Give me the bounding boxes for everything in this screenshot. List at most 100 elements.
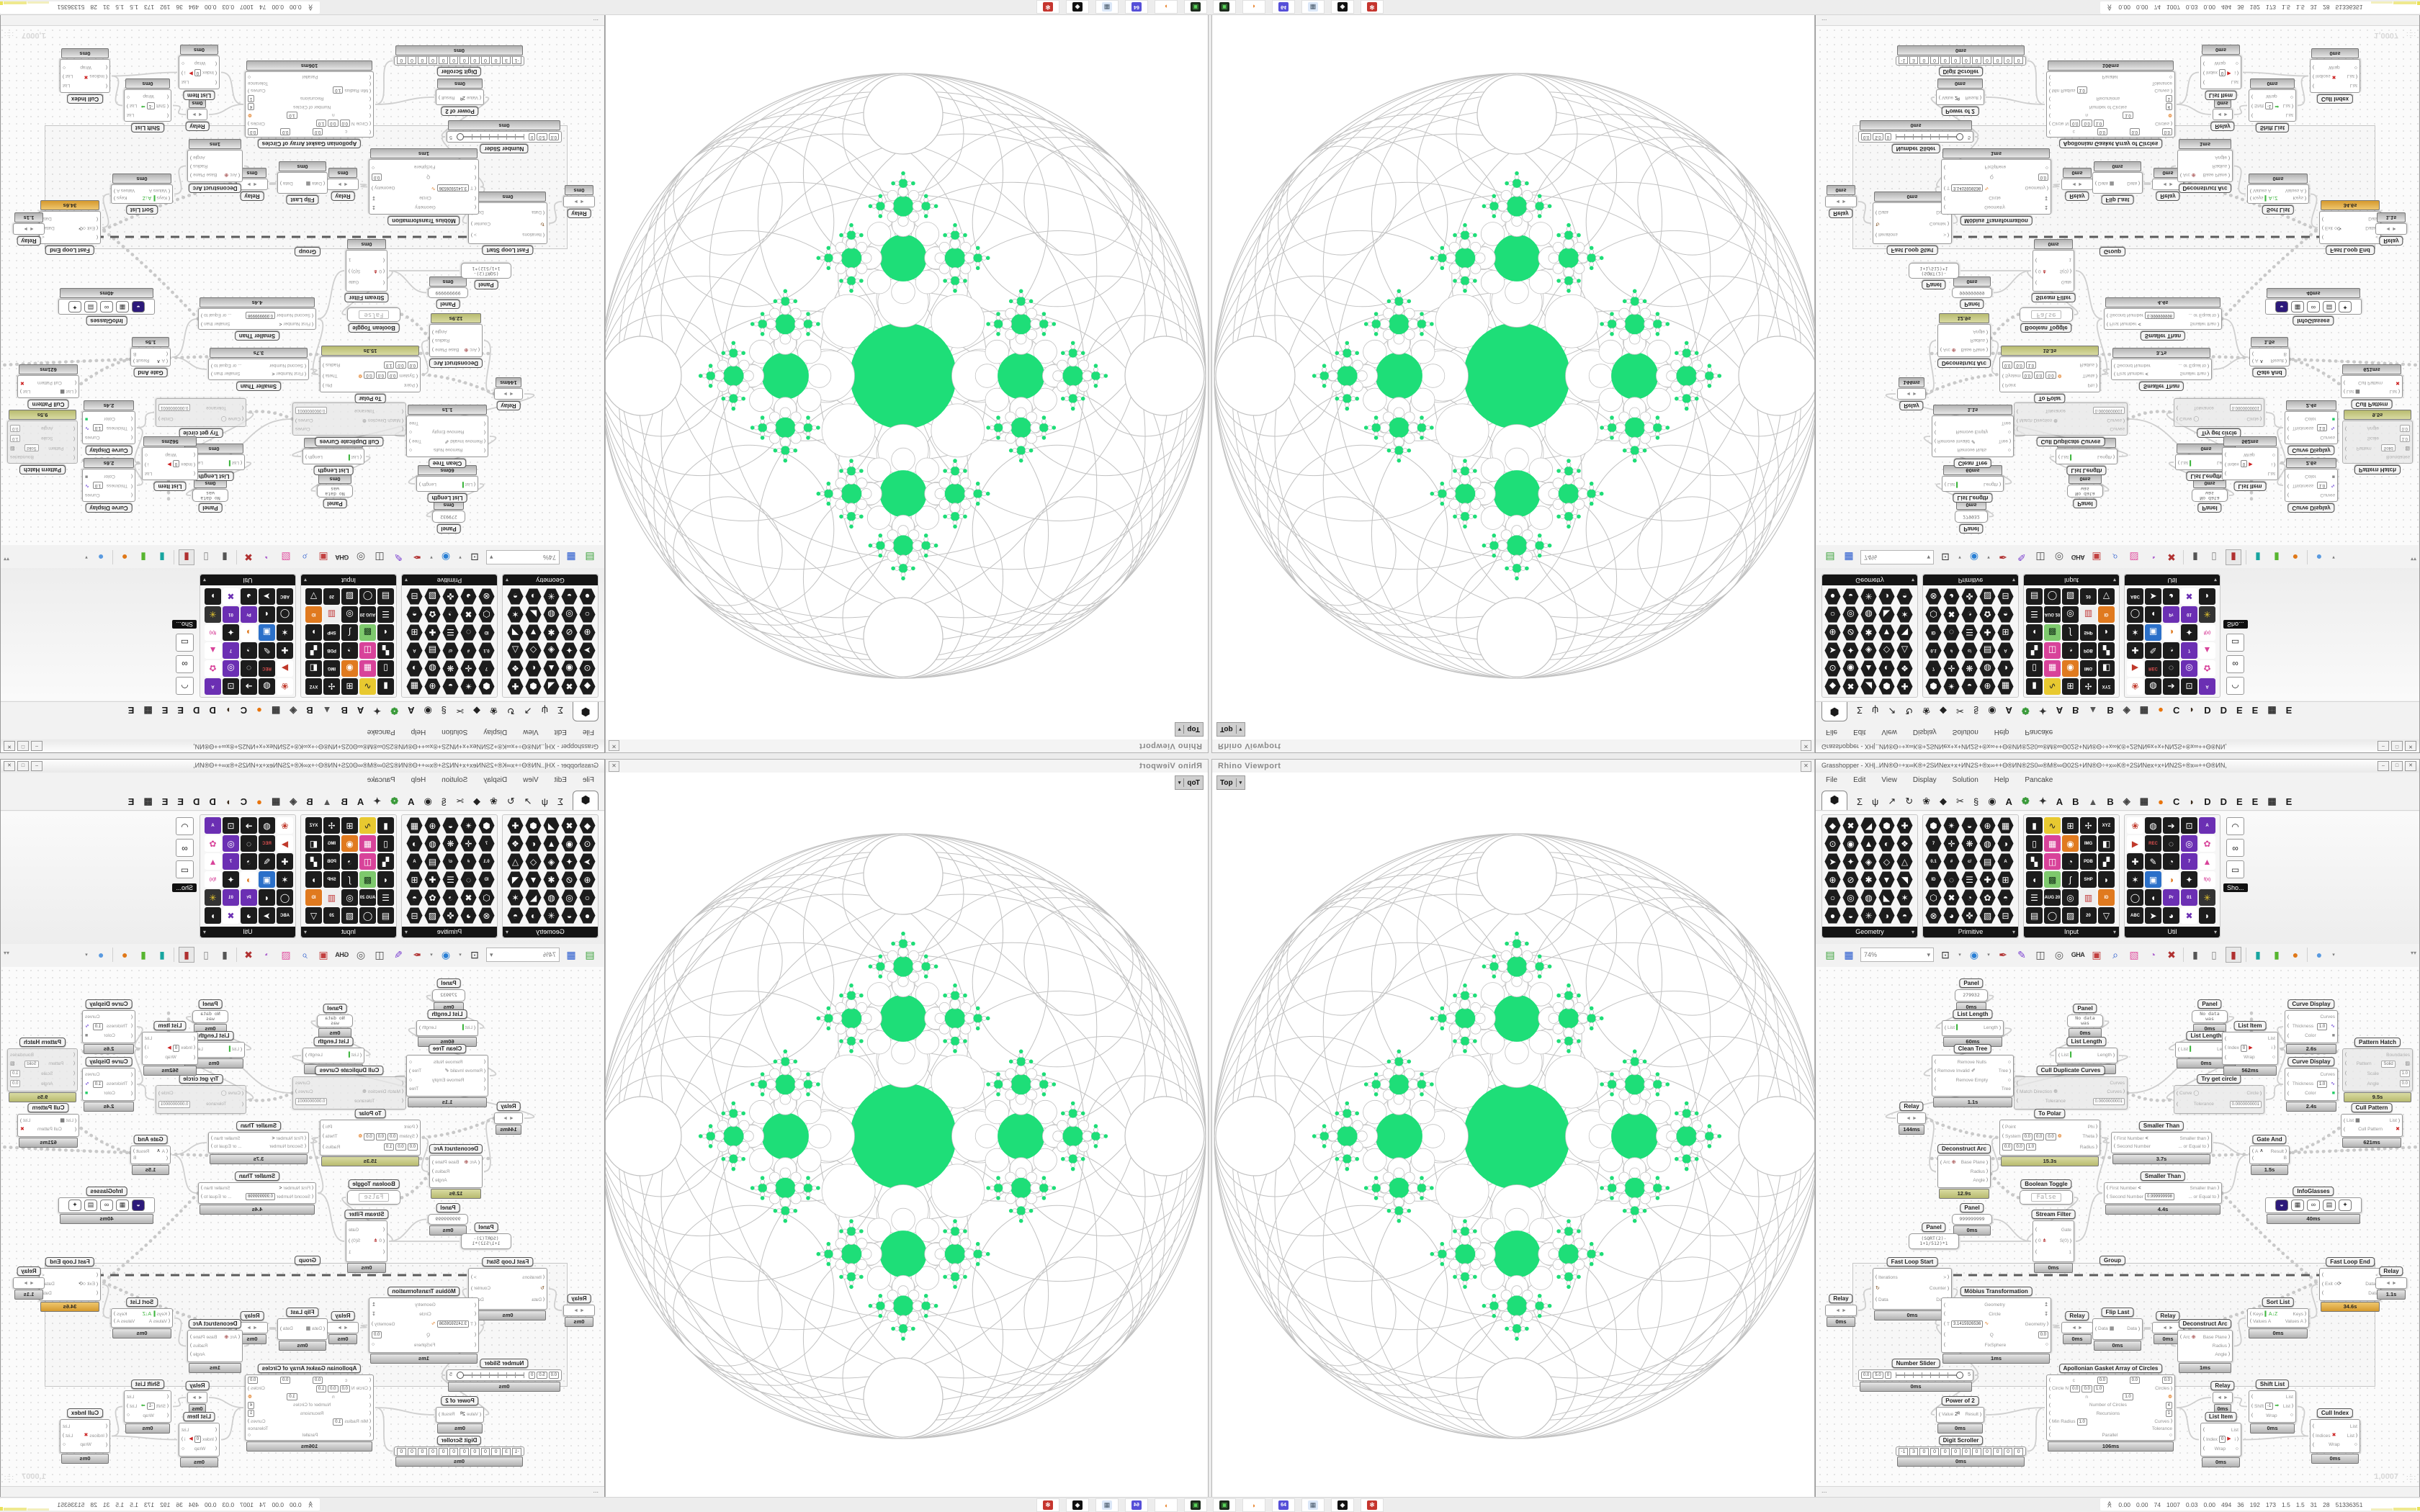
component-icon[interactable]: ◌ xyxy=(2163,660,2179,677)
value-chip[interactable]: 0 xyxy=(2240,460,2248,468)
component-icon[interactable]: ∞ xyxy=(176,655,194,673)
component-icon[interactable]: △ xyxy=(507,853,524,870)
infoglasses-icon[interactable]: ✦ xyxy=(2339,301,2352,312)
component-icon[interactable]: ✢ xyxy=(2080,817,2097,834)
input-jack[interactable]: ( xyxy=(383,1228,385,1233)
output-jack[interactable]: ) xyxy=(471,1286,472,1291)
node-body[interactable]: (<(Exit○⟳Data)(Data xyxy=(2319,1268,2381,1301)
node-body[interactable]: ◄ ► xyxy=(187,109,207,120)
input-jack[interactable]: ( xyxy=(1944,195,1945,200)
value-chip[interactable]: 0.0 xyxy=(395,361,406,369)
component-tab-letter[interactable]: E xyxy=(2251,705,2259,716)
component-icon[interactable]: ⊕ xyxy=(424,678,441,695)
input-jack[interactable]: ( xyxy=(369,1386,371,1391)
component-icon[interactable]: ◯ xyxy=(2127,889,2143,906)
input-jack[interactable]: ( xyxy=(2107,321,2108,326)
output-jack[interactable]: ) xyxy=(2305,188,2306,193)
component-tab-letter[interactable]: ● xyxy=(2158,796,2164,807)
component-icon[interactable]: ✛ xyxy=(1943,660,1960,677)
input-jack[interactable]: ( xyxy=(242,1091,243,1096)
toolbar-icon[interactable]: ▮ xyxy=(179,947,194,963)
input-jack[interactable]: ( xyxy=(2225,462,2226,467)
taskbar-app-button[interactable]: ◆ xyxy=(1331,0,1354,14)
value-chip[interactable]: Solid xyxy=(24,1060,39,1068)
menu-display[interactable]: Display xyxy=(1912,775,1937,784)
component-tab-icon[interactable]: ↗ xyxy=(1888,706,1896,716)
value-chip[interactable]: 0 xyxy=(194,1436,202,1444)
component-icon[interactable]: ▦ xyxy=(1997,678,2014,695)
digit-cell[interactable]: 0 xyxy=(1950,1448,1960,1455)
output-jack[interactable]: ) xyxy=(2356,1433,2357,1438)
tab-params-selected[interactable]: ⬢ xyxy=(573,702,599,721)
component-icon[interactable]: ▣ xyxy=(259,624,275,641)
node-body[interactable]: 279932 xyxy=(432,510,465,523)
component-icon[interactable]: ⊟ xyxy=(406,907,423,924)
node-body[interactable]: ◄ ► xyxy=(2061,179,2093,190)
chevron-down-icon[interactable]: ▾ xyxy=(430,953,433,958)
digit-cell[interactable]: 0 xyxy=(470,1448,480,1456)
component-icon[interactable]: REC xyxy=(259,660,275,677)
component-tab-letter[interactable]: E xyxy=(2285,705,2293,716)
node-body[interactable]: (First Number < Smaller than)(Second Numbe… xyxy=(2111,1132,2212,1153)
input-jack[interactable]: ( xyxy=(169,1319,170,1324)
component-icon[interactable]: ⬢ xyxy=(1878,678,1895,695)
value-chip[interactable]: 0 xyxy=(172,460,180,468)
component-icon[interactable]: ✱ xyxy=(1860,624,1877,641)
value-chip[interactable]: 1.0 xyxy=(2316,424,2328,432)
digit-cell[interactable]: 0 xyxy=(480,56,490,64)
output-jack[interactable]: ) xyxy=(323,1124,324,1129)
minimize-button[interactable]: – xyxy=(2378,741,2389,751)
component-icon[interactable]: ◠ xyxy=(176,817,194,835)
input-jack[interactable]: ( xyxy=(2035,269,2037,274)
component-tab-icon[interactable]: § xyxy=(1973,705,1979,716)
value-chip[interactable]: 3.1415926536 xyxy=(1950,1320,1984,1328)
node-body[interactable]: ◄ ► xyxy=(563,1305,595,1316)
input-jack[interactable]: ( xyxy=(2287,492,2289,498)
component-icon[interactable]: A xyxy=(1997,642,2014,659)
component-tab-letter[interactable]: D xyxy=(2220,705,2227,716)
component-icon[interactable]: ◯ xyxy=(2044,588,2061,605)
viewport-view-button[interactable]: Top ▾ xyxy=(1174,722,1204,737)
palette-group-label[interactable]: Input ▾ xyxy=(2024,927,2119,937)
component-icon[interactable]: AUG 20 xyxy=(2044,889,2061,906)
component-icon[interactable]: ▞ xyxy=(2098,642,2115,659)
component-icon[interactable]: ▽ xyxy=(2098,907,2115,924)
component-tab-letter[interactable]: D xyxy=(2204,796,2211,807)
input-jack[interactable]: ( xyxy=(1944,1312,1945,1317)
component-icon[interactable]: ⊕ xyxy=(1979,678,1996,695)
input-jack[interactable]: ( xyxy=(2017,1089,2018,1094)
viewport-view-button[interactable]: Top ▾ xyxy=(1174,775,1204,790)
palette-group-label[interactable]: Geometry ▾ xyxy=(1822,927,1917,937)
component-icon[interactable]: ➤ xyxy=(259,588,275,605)
output-jack[interactable]: ) xyxy=(419,1025,421,1030)
component-icon[interactable]: ◎ xyxy=(223,835,239,852)
node-body[interactable]: (Gate(0 ⋔ S(0))(1 xyxy=(2033,250,2074,292)
digit-cell[interactable]: 0 xyxy=(397,56,406,64)
component-tab-letter[interactable]: A xyxy=(408,796,415,807)
component-icon[interactable]: ⬢ xyxy=(1925,817,1942,834)
output-jack[interactable]: ) xyxy=(323,363,324,368)
component-tab-letter[interactable]: ◈ xyxy=(2123,796,2130,806)
menu-view[interactable]: View xyxy=(1881,775,1897,784)
output-jack[interactable]: ) xyxy=(471,221,472,226)
component-icon[interactable]: ◖ xyxy=(2026,871,2043,888)
component-icon[interactable]: 7 xyxy=(223,642,239,659)
input-jack[interactable]: ( xyxy=(2002,373,2004,378)
output-jack[interactable]: ) xyxy=(323,373,324,378)
input-jack[interactable]: ( xyxy=(2313,65,2314,70)
input-jack[interactable]: ( xyxy=(2049,1378,2051,1383)
component-icon[interactable]: ○ xyxy=(1824,606,1841,623)
slider-value-chip[interactable]: 0 xyxy=(1884,133,1892,140)
component-icon[interactable]: ◆ xyxy=(1824,817,1841,834)
component-icon[interactable]: ▧ xyxy=(1979,907,1996,924)
menu-solution[interactable]: Solution xyxy=(442,775,468,784)
toolbar-overflow-icon[interactable]: ▾▾ xyxy=(4,950,10,956)
input-jack[interactable]: ( xyxy=(194,1045,195,1050)
node-body[interactable]: (List▍Length) xyxy=(302,1048,364,1063)
component-icon[interactable]: ✦ xyxy=(2181,871,2197,888)
input-jack[interactable]: ( xyxy=(475,1322,476,1327)
slider-knob[interactable] xyxy=(1956,133,1964,140)
node-body[interactable]: (List▍Length) xyxy=(1942,1020,2004,1036)
menu-display[interactable]: Display xyxy=(483,728,508,737)
node-body[interactable]: ◄ ► xyxy=(187,1392,207,1403)
